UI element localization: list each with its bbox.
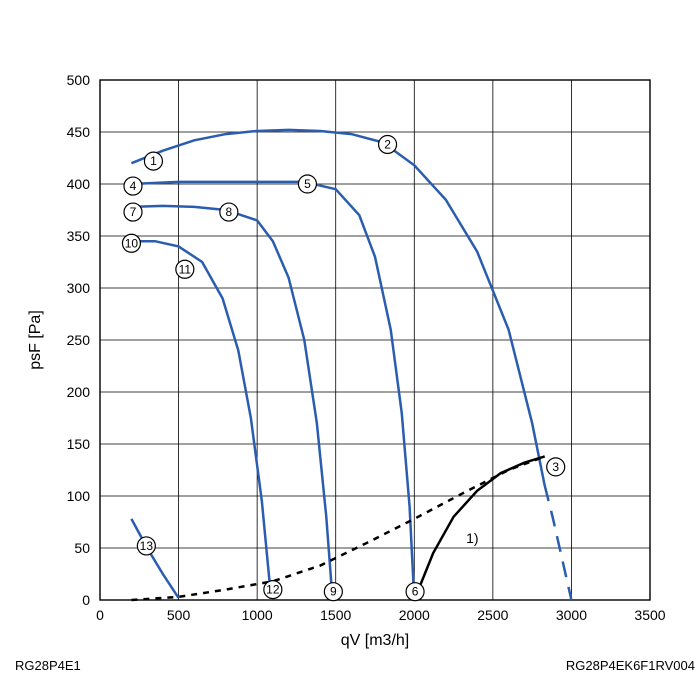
marker-label-9: 9 bbox=[330, 585, 337, 599]
x-tick-label: 2000 bbox=[399, 607, 430, 623]
marker-label-13: 13 bbox=[140, 539, 154, 553]
x-axis-label: qV [m3/h] bbox=[341, 632, 409, 649]
chart-bg bbox=[0, 0, 700, 700]
marker-label-2: 2 bbox=[384, 137, 391, 151]
y-tick-label: 50 bbox=[74, 540, 90, 556]
y-tick-label: 300 bbox=[67, 280, 91, 296]
y-tick-label: 250 bbox=[67, 332, 91, 348]
marker-label-10: 10 bbox=[125, 236, 139, 250]
y-tick-label: 400 bbox=[67, 176, 91, 192]
x-tick-label: 2500 bbox=[477, 607, 508, 623]
marker-label-5: 5 bbox=[304, 177, 311, 191]
y-tick-label: 200 bbox=[67, 384, 91, 400]
marker-label-11: 11 bbox=[179, 262, 192, 276]
x-tick-label: 1000 bbox=[242, 607, 273, 623]
marker-label-7: 7 bbox=[130, 205, 137, 219]
x-tick-label: 0 bbox=[96, 607, 104, 623]
y-tick-label: 450 bbox=[67, 124, 91, 140]
y-tick-label: 500 bbox=[67, 72, 91, 88]
y-tick-label: 100 bbox=[67, 488, 91, 504]
x-tick-label: 3500 bbox=[634, 607, 665, 623]
y-tick-label: 0 bbox=[82, 592, 90, 608]
marker-label-3: 3 bbox=[552, 460, 559, 474]
marker-label-8: 8 bbox=[226, 205, 233, 219]
x-tick-label: 1500 bbox=[320, 607, 351, 623]
y-axis-label: psF [Pa] bbox=[27, 310, 44, 370]
footer-right: RG28P4EK6F1RV004 bbox=[566, 658, 695, 673]
annotation-1: 1) bbox=[466, 530, 478, 546]
marker-label-1: 1 bbox=[150, 154, 157, 168]
marker-label-6: 6 bbox=[412, 585, 419, 599]
x-tick-label: 3000 bbox=[556, 607, 587, 623]
marker-label-12: 12 bbox=[266, 583, 280, 597]
y-tick-label: 350 bbox=[67, 228, 91, 244]
footer-left: RG28P4E1 bbox=[15, 658, 81, 673]
x-tick-label: 500 bbox=[167, 607, 191, 623]
marker-label-4: 4 bbox=[130, 179, 137, 193]
y-tick-label: 150 bbox=[67, 436, 91, 452]
